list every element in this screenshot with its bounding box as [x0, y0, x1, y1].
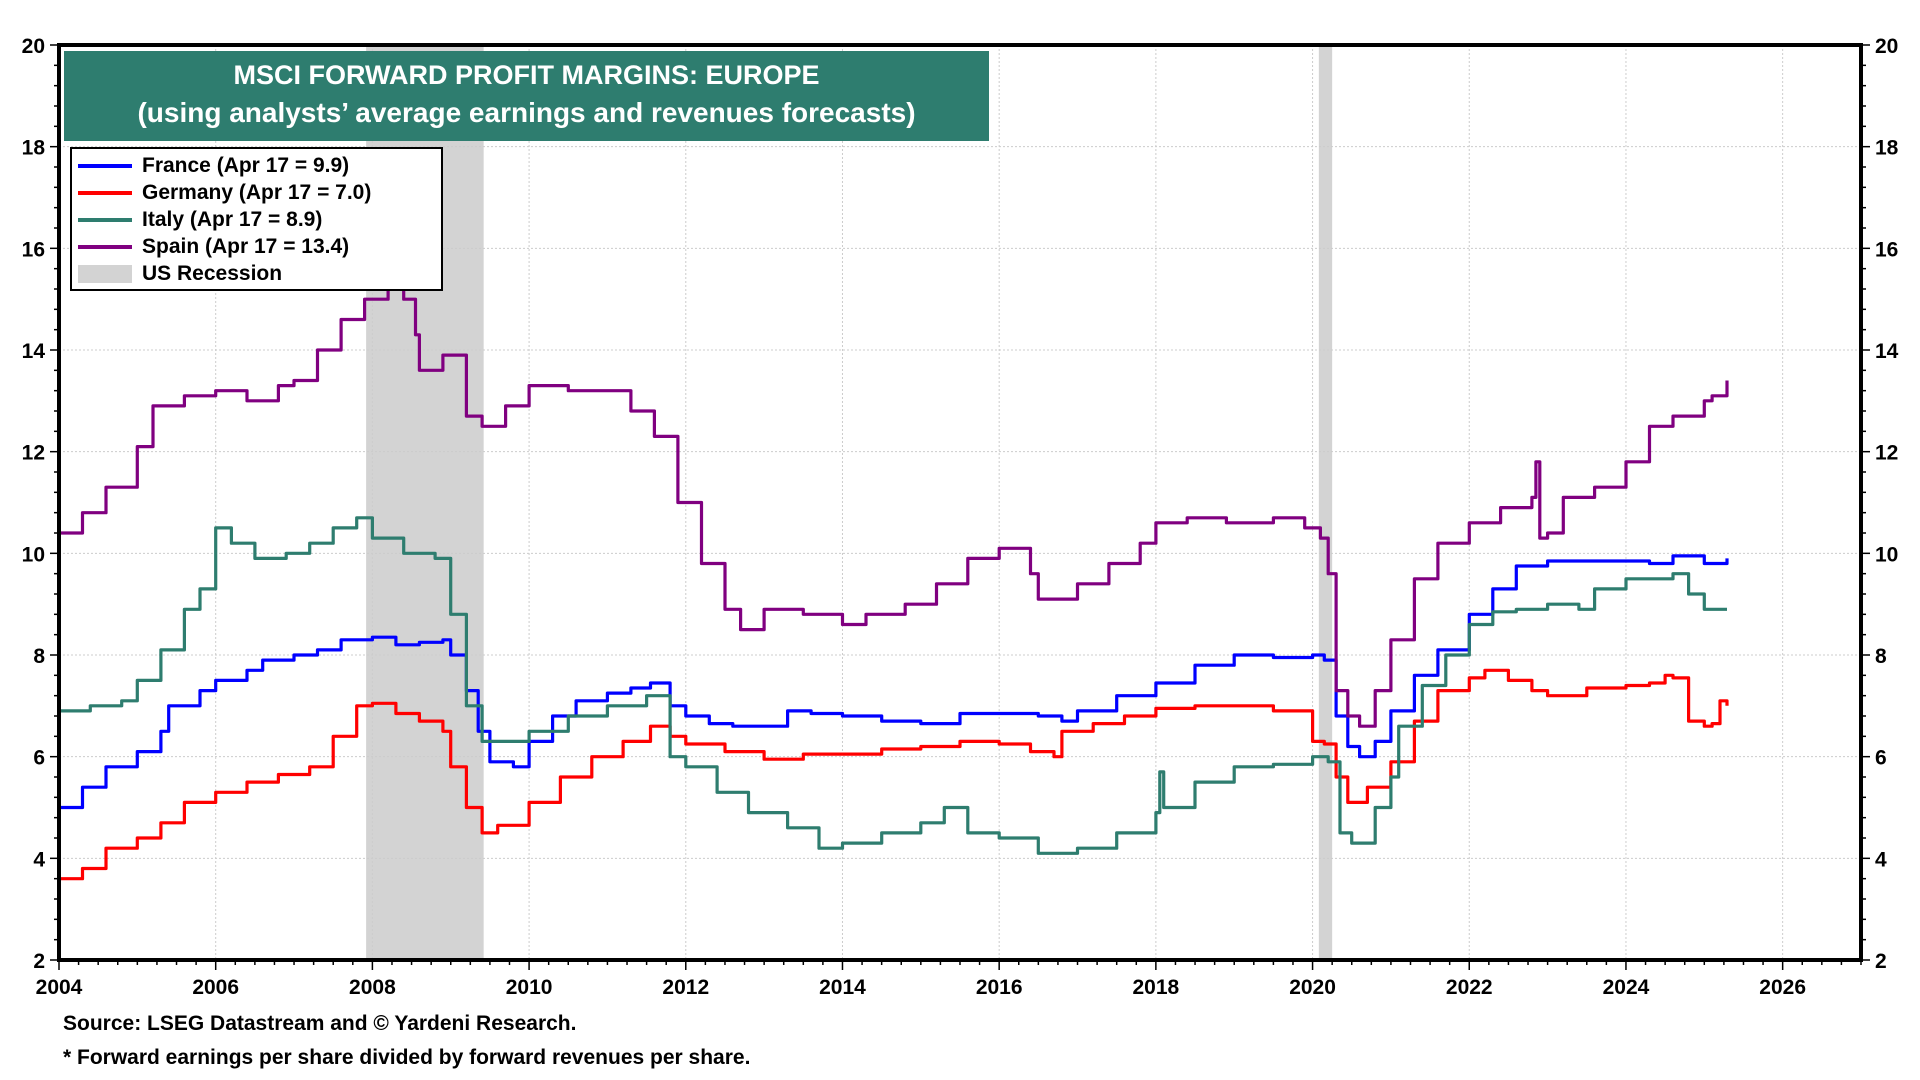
- legend-label-recession: US Recession: [142, 261, 283, 285]
- y-tick-label-right: 8: [1875, 645, 1887, 668]
- x-tick-label: 2026: [1759, 976, 1806, 999]
- legend-item-germany: Germany (Apr 17 = 7.0): [72, 179, 441, 206]
- legend-swatch-spain: [78, 244, 132, 249]
- legend-label-france: France (Apr 17 = 9.9): [142, 153, 350, 177]
- x-tick-label: 2006: [192, 976, 239, 999]
- x-tick-label: 2022: [1446, 976, 1493, 999]
- series-lines: [59, 287, 1729, 881]
- x-tick-label: 2014: [819, 976, 866, 999]
- legend-swatch-germany: [78, 190, 132, 195]
- chart-subtitle: (using analysts’ average earnings and re…: [137, 97, 916, 128]
- y-tick-label-left: 18: [22, 137, 46, 160]
- source-note: Source: LSEG Datastream and © Yardeni Re…: [63, 1012, 577, 1035]
- legend: France (Apr 17 = 9.9) Germany (Apr 17 = …: [70, 147, 443, 291]
- x-tick-label: 2016: [976, 976, 1023, 999]
- legend-label-germany: Germany (Apr 17 = 7.0): [142, 180, 372, 204]
- y-tick-label-right: 12: [1875, 442, 1898, 465]
- recession-bands: [366, 45, 1333, 960]
- legend-swatch-recession: [78, 264, 132, 283]
- y-tick-label-left: 2: [33, 950, 45, 973]
- axes: [50, 43, 1870, 970]
- y-tick-label-right: 16: [1875, 238, 1898, 261]
- y-tick-label-right: 18: [1875, 137, 1899, 160]
- legend-item-france: France (Apr 17 = 9.9): [72, 152, 441, 179]
- y-tick-label-right: 14: [1875, 340, 1899, 363]
- y-tick-label-right: 10: [1875, 543, 1898, 566]
- legend-item-spain: Spain (Apr 17 = 13.4): [72, 233, 441, 260]
- series-line-france: [59, 554, 1729, 810]
- y-tick-label-left: 4: [33, 848, 45, 871]
- x-tick-label: 2018: [1133, 976, 1180, 999]
- y-tick-label-left: 16: [22, 238, 45, 261]
- series-line-spain: [59, 287, 1729, 728]
- legend-swatch-france: [78, 163, 132, 168]
- y-tick-label-right: 20: [1875, 35, 1898, 58]
- chart-title-box: MSCI FORWARD PROFIT MARGINS: EUROPE (usi…: [64, 51, 989, 141]
- x-tick-label: 2012: [662, 976, 709, 999]
- chart-title: MSCI FORWARD PROFIT MARGINS: EUROPE: [233, 60, 820, 90]
- series-line-germany: [59, 668, 1729, 881]
- legend-label-spain: Spain (Apr 17 = 13.4): [142, 234, 350, 258]
- y-tick-label-right: 2: [1875, 950, 1887, 973]
- y-tick-label-left: 8: [33, 645, 45, 668]
- y-tick-label-left: 12: [22, 442, 45, 465]
- y-tick-label-left: 6: [33, 747, 45, 770]
- series-line-italy: [59, 516, 1727, 855]
- x-tick-label: 2024: [1603, 976, 1650, 999]
- y-tick-label-right: 4: [1875, 848, 1887, 871]
- x-tick-label: 2010: [506, 976, 553, 999]
- x-tick-label: 2004: [36, 976, 83, 999]
- x-tick-label: 2020: [1289, 976, 1336, 999]
- footnote: * Forward earnings per share divided by …: [63, 1046, 751, 1069]
- y-tick-label-left: 20: [22, 35, 45, 58]
- recession-band-2: [1318, 45, 1333, 960]
- legend-item-recession: US Recession: [72, 260, 441, 287]
- legend-label-italy: Italy (Apr 17 = 8.9): [142, 207, 323, 231]
- legend-swatch-italy: [78, 217, 132, 222]
- x-tick-label: 2008: [349, 976, 396, 999]
- legend-item-italy: Italy (Apr 17 = 8.9): [72, 206, 441, 233]
- y-tick-label-right: 6: [1875, 747, 1887, 770]
- y-tick-label-left: 10: [22, 543, 45, 566]
- y-tick-label-left: 14: [22, 340, 46, 363]
